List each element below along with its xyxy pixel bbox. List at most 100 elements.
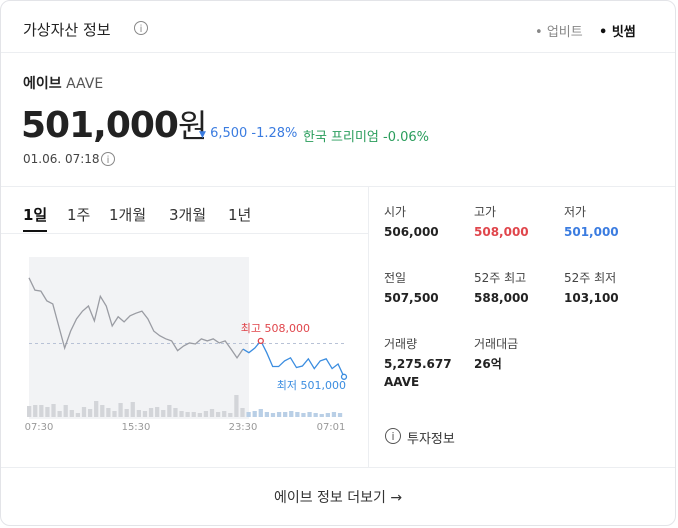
volume-bar — [118, 403, 123, 417]
divider — [1, 233, 368, 234]
asset-symbol: AAVE — [66, 76, 104, 92]
price-line: 501,000원 — [21, 101, 207, 147]
volume-bar — [57, 411, 62, 417]
change-value: 6,500 — [210, 126, 248, 141]
stat-value: 5,275.677 AAVE — [384, 357, 452, 389]
volume-bar — [100, 405, 105, 417]
volume-bar — [307, 412, 312, 417]
volume-bar — [161, 410, 166, 417]
volume-bar — [185, 412, 190, 417]
stat-value: 508,000 — [474, 225, 529, 239]
x-label: 07:30 — [25, 422, 54, 433]
stat-label: 전일 — [384, 271, 407, 285]
period-tab[interactable]: 1년 — [228, 206, 252, 224]
volume-bar — [197, 413, 202, 417]
price: 501,000 — [21, 105, 179, 146]
volume-bar — [252, 411, 257, 417]
exchange-tab[interactable]: • 빗썸 — [599, 25, 636, 40]
stat-value: 588,000 — [474, 291, 529, 305]
volume-bar — [45, 407, 50, 417]
volume-bar — [234, 395, 239, 417]
price-unit: 원 — [177, 107, 208, 145]
stat-label: 52주 최고 — [474, 271, 527, 285]
volume-bar — [94, 401, 99, 417]
stat-value: 507,500 — [384, 291, 439, 305]
volume-bar — [264, 412, 270, 417]
asset-name: 에이브 — [23, 76, 62, 92]
volume-bar — [173, 408, 178, 417]
chart: 최고 508,000 최저 501,000 07:30 15:30 23:30 07:01 — [25, 257, 348, 433]
volume-bar — [51, 404, 56, 417]
period-tab[interactable]: 3개월 — [169, 206, 207, 224]
stat-value: 103,100 — [564, 291, 619, 305]
volume-bar — [325, 413, 330, 417]
volume-bar — [203, 411, 209, 417]
info-icon[interactable]: i — [133, 20, 149, 36]
x-label: 15:30 — [122, 422, 151, 433]
low-label: 최저 501,000 — [277, 379, 346, 392]
svg-text:i: i — [391, 430, 394, 443]
volume-bar — [215, 412, 221, 417]
premium-label: 한국 프리미엄 — [303, 130, 379, 145]
volume-bar — [106, 408, 111, 417]
volume-bar — [155, 407, 160, 417]
exchange-tab[interactable]: • 업비트 — [535, 25, 583, 40]
volume-bar — [136, 410, 141, 417]
volume-bar — [167, 405, 172, 417]
period-tab[interactable]: 1일 — [23, 206, 48, 224]
premium: 한국 프리미엄 -0.06% — [303, 126, 429, 145]
exchange-label[interactable]: 업비트 — [546, 25, 583, 40]
x-label: 07:01 — [317, 422, 346, 433]
volume-bar — [301, 413, 306, 417]
tab-underline — [23, 230, 47, 232]
high-marker — [257, 337, 264, 345]
exchange-label[interactable]: 빗썸 — [611, 25, 636, 40]
price-line — [242, 339, 345, 378]
volume-bar — [209, 409, 215, 417]
volume-bar — [179, 411, 184, 417]
stat-value: 26억 — [474, 357, 502, 371]
volume-bar — [289, 411, 294, 417]
invest-info[interactable]: 투자정보 — [407, 432, 455, 447]
volume-bar — [81, 407, 87, 417]
svg-text:i: i — [140, 24, 143, 35]
change: ▼ 6,500 -1.28% — [199, 126, 298, 141]
info-icon[interactable]: i — [384, 427, 402, 445]
stat-value: 501,000 — [564, 225, 619, 239]
volume-bar — [112, 411, 117, 417]
divider — [1, 186, 675, 187]
info-icon[interactable]: i — [100, 151, 116, 167]
volume-bar — [295, 412, 300, 417]
volume-bar — [75, 413, 81, 417]
volume-bar — [331, 412, 337, 417]
divider — [1, 467, 675, 468]
stat-value: 506,000 — [384, 225, 439, 239]
volume-bar — [283, 412, 288, 417]
volume-bar — [142, 411, 148, 417]
volume-bar — [39, 405, 44, 417]
volume-bar — [33, 405, 38, 417]
volume-bar — [124, 409, 129, 417]
volume-bar — [130, 402, 135, 417]
more-link[interactable]: 에이브 정보 더보기 → — [273, 490, 403, 506]
divider — [368, 187, 369, 467]
stat-label: 저가 — [564, 205, 587, 219]
svg-text:i: i — [107, 155, 110, 166]
period-tab[interactable]: 1개월 — [109, 206, 147, 224]
divider — [1, 52, 675, 53]
volume-bar — [337, 413, 343, 417]
past-region — [29, 257, 249, 419]
volume-bar — [63, 405, 68, 417]
volume-bar — [270, 413, 276, 417]
title: 가상자산 정보 — [23, 21, 111, 39]
premium-value: -0.06% — [383, 130, 430, 145]
period-tab[interactable]: 1주 — [67, 206, 91, 224]
time: 01.06. 07:18 — [23, 152, 100, 166]
stat-label: 52주 최저 — [564, 271, 617, 285]
volume-bar — [87, 409, 93, 417]
volume-bar — [69, 410, 74, 417]
asset-line: 에이브 AAVE — [23, 73, 103, 93]
volume-bar — [246, 412, 251, 417]
volume-bar — [27, 406, 32, 417]
